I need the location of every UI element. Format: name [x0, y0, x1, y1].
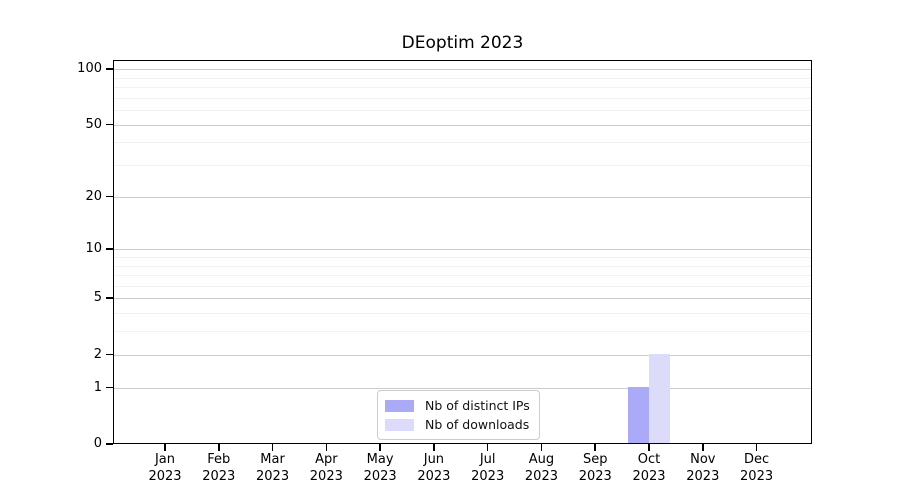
major-gridline	[114, 249, 811, 251]
x-tick-mark	[755, 444, 758, 451]
x-tick-mark	[325, 444, 328, 451]
x-tick-mark	[218, 444, 220, 451]
x-tick-mark	[379, 444, 381, 451]
x-tick-label: Aug 2023	[524, 452, 558, 484]
x-tick-label: Feb 2023	[202, 452, 236, 484]
y-tick-mark	[106, 195, 113, 198]
x-tick-label: Oct 2023	[632, 452, 666, 484]
plot-area	[113, 60, 812, 444]
x-tick-label: May 2023	[363, 452, 397, 484]
y-tick-label: 0	[93, 436, 102, 451]
legend-swatch	[385, 418, 414, 431]
x-tick-label: Dec 2023	[740, 452, 774, 484]
minor-gridline	[114, 142, 811, 144]
y-tick-label: 20	[85, 188, 102, 204]
minor-gridline	[114, 77, 811, 79]
major-gridline	[114, 196, 811, 198]
chart-title: DEoptim 2023	[401, 33, 524, 53]
y-tick-label: 1	[93, 379, 102, 395]
y-tick-mark	[106, 386, 113, 389]
x-tick-mark	[164, 444, 166, 451]
x-tick-mark	[433, 444, 435, 451]
y-tick-mark	[106, 353, 113, 356]
major-gridline	[114, 387, 811, 389]
x-tick-label: Mar 2023	[256, 452, 290, 484]
minor-gridline	[114, 275, 811, 277]
minor-gridline	[114, 97, 811, 99]
y-tick-mark	[106, 248, 113, 250]
y-tick-label: 100	[77, 61, 102, 77]
legend-label: Nb of downloads	[425, 417, 530, 432]
minor-gridline	[114, 87, 811, 89]
legend-swatch	[385, 399, 414, 412]
legend-row: Nb of downloads	[385, 415, 530, 434]
y-tick-label: 50	[85, 116, 102, 132]
legend: Nb of distinct IPs Nb of downloads	[377, 390, 540, 440]
minor-gridline	[114, 165, 811, 167]
legend-label: Nb of distinct IPs	[425, 398, 530, 413]
y-tick-label: 2	[93, 346, 102, 362]
minor-gridline	[114, 110, 811, 112]
minor-gridline	[114, 285, 811, 287]
x-tick-label: Sep 2023	[578, 452, 612, 484]
y-tick-mark	[106, 68, 113, 70]
legend-row: Nb of distinct IPs	[385, 396, 530, 415]
minor-gridline	[114, 265, 811, 267]
x-tick-mark	[271, 444, 274, 451]
major-gridline	[114, 354, 811, 356]
x-tick-mark	[648, 444, 650, 451]
x-tick-mark	[702, 444, 704, 451]
y-tick-label: 5	[93, 290, 102, 306]
major-gridline	[114, 298, 811, 300]
x-tick-label: Jul 2023	[471, 452, 505, 484]
y-tick-label: 10	[85, 241, 102, 257]
x-tick-label: Jun 2023	[417, 452, 451, 484]
x-tick-mark	[486, 444, 489, 451]
minor-gridline	[114, 313, 811, 315]
x-tick-label: Apr 2023	[309, 452, 343, 484]
y-tick-mark	[106, 297, 113, 299]
minor-gridline	[114, 256, 811, 258]
x-tick-mark	[540, 444, 543, 451]
y-tick-mark	[106, 123, 113, 126]
y-tick-mark	[106, 443, 113, 445]
bar-nb-of-distinct-ips-oct-2023	[627, 386, 649, 443]
bar-nb-of-downloads-oct-2023	[648, 353, 670, 443]
major-gridline	[114, 69, 811, 71]
x-tick-label: Jan 2023	[148, 452, 182, 484]
x-tick-label: Nov 2023	[686, 452, 720, 484]
major-gridline	[114, 124, 811, 126]
minor-gridline	[114, 331, 811, 333]
x-tick-mark	[594, 444, 596, 451]
